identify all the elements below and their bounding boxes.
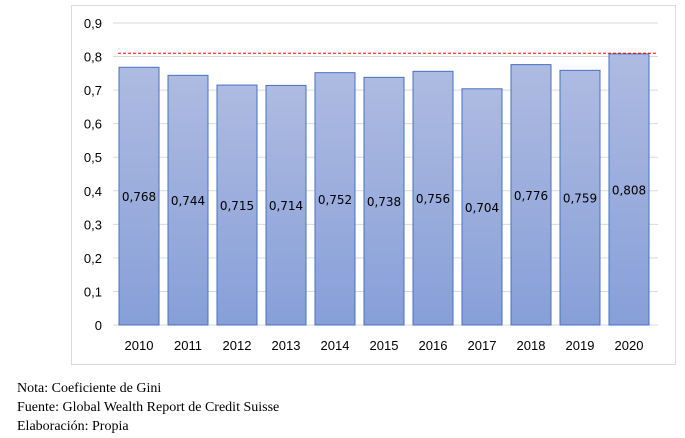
bar bbox=[314, 72, 356, 326]
bar bbox=[265, 84, 307, 326]
data-label: 0,714 bbox=[269, 199, 303, 213]
x-tick-label: 2018 bbox=[517, 338, 546, 353]
bar bbox=[559, 69, 601, 326]
x-tick-label: 2011 bbox=[174, 338, 202, 353]
data-label: 0,808 bbox=[612, 183, 646, 197]
x-tick-label: 2013 bbox=[272, 338, 301, 353]
y-tick-label: 0,7 bbox=[84, 83, 102, 98]
bar bbox=[510, 64, 552, 326]
x-tick-label: 2014 bbox=[321, 338, 350, 353]
y-tick-label: 0,1 bbox=[84, 284, 102, 299]
data-label: 0,715 bbox=[220, 199, 254, 213]
chart-frame bbox=[71, 5, 676, 365]
x-tick-label: 2010 bbox=[125, 338, 154, 353]
data-label: 0,752 bbox=[318, 193, 352, 207]
y-tick-label: 0 bbox=[95, 318, 102, 333]
elaboration-text: Elaboración: Propia bbox=[17, 419, 129, 434]
bar bbox=[167, 74, 209, 326]
data-label: 0,768 bbox=[122, 190, 156, 204]
bar bbox=[118, 66, 160, 326]
bar bbox=[412, 70, 454, 326]
data-label: 0,756 bbox=[416, 192, 450, 206]
y-tick-label: 0,5 bbox=[84, 150, 102, 165]
y-tick-label: 0,6 bbox=[84, 117, 102, 132]
bar bbox=[608, 53, 650, 326]
x-tick-label: 2019 bbox=[566, 338, 595, 353]
x-tick-label: 2012 bbox=[223, 338, 252, 353]
y-tick-label: 0,2 bbox=[84, 251, 102, 266]
x-tick-label: 2015 bbox=[370, 338, 399, 353]
data-label: 0,759 bbox=[563, 192, 597, 206]
note-text: Nota: Coeficiente de Gini bbox=[17, 381, 162, 396]
x-tick-label: 2017 bbox=[468, 338, 497, 353]
y-tick-label: 0,3 bbox=[84, 217, 102, 232]
y-tick-label: 0,4 bbox=[84, 184, 102, 199]
data-label: 0,744 bbox=[171, 194, 205, 208]
bar-chart: 0 0,1 0,2 0,3 0,4 0,5 0,6 0,7 0,8 0,9 0,768 2010 0,7… bbox=[84, 16, 658, 353]
bar bbox=[461, 88, 503, 326]
data-label: 0,738 bbox=[367, 195, 401, 209]
source-text: Fuente: Global Wealth Report de Credit S… bbox=[17, 400, 280, 415]
bar bbox=[216, 84, 258, 326]
x-tick-label: 2020 bbox=[615, 338, 644, 353]
chart-notes: Nota: Coeficiente de Gini Fuente: Global… bbox=[17, 379, 279, 436]
y-tick-label: 0,8 bbox=[84, 50, 102, 65]
x-tick-label: 2016 bbox=[419, 338, 448, 353]
data-label: 0,704 bbox=[465, 201, 499, 215]
data-label: 0,776 bbox=[514, 189, 548, 203]
y-tick-label: 0,9 bbox=[84, 16, 102, 31]
bar bbox=[363, 76, 405, 326]
